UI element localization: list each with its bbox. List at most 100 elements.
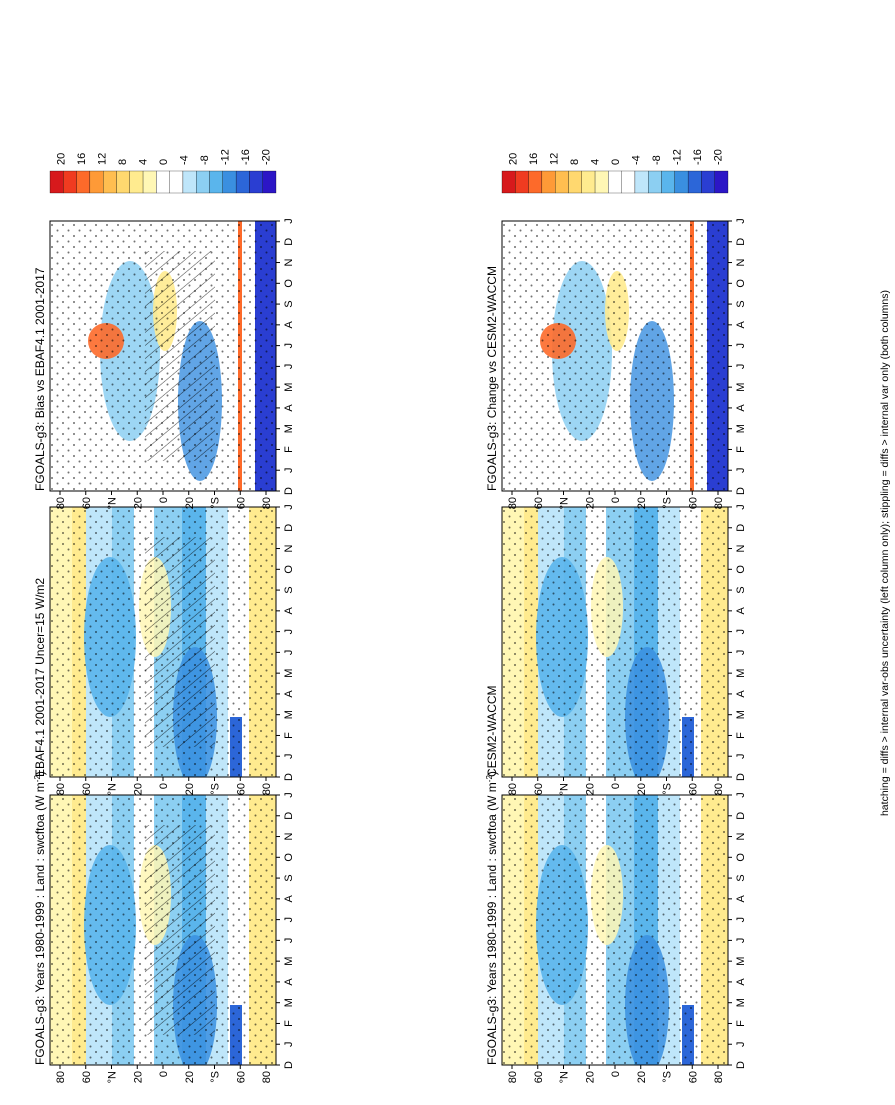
figure-svg: hatching = diffs > internal var-obs unce…: [0, 0, 895, 1105]
month-label: F: [735, 732, 747, 739]
lat-label: °N: [559, 783, 571, 795]
month-label: D: [735, 812, 747, 820]
lat-label: 60: [533, 1071, 545, 1083]
heatmap-field: [50, 221, 276, 491]
lat-label: °S: [210, 497, 222, 509]
colorbar-swatch: [502, 171, 515, 193]
colorbar-label: 20: [55, 153, 67, 165]
heatmap-field: [502, 221, 728, 491]
month-label: A: [735, 607, 747, 615]
month-label: D: [735, 773, 747, 781]
colorbar-swatch: [236, 171, 249, 193]
month-label: O: [735, 853, 747, 862]
colorbar-swatch: [249, 171, 262, 193]
lat-label: 60: [81, 783, 93, 795]
lat-label: °N: [559, 1071, 571, 1083]
colorbar-swatch: [715, 171, 728, 193]
colorbar-swatch: [529, 171, 542, 193]
lat-label: 60: [235, 1071, 247, 1083]
lat-label: 60: [235, 783, 247, 795]
colorbar-label: 0: [610, 159, 622, 165]
month-label: O: [283, 853, 295, 862]
colorbar-label: -20: [713, 149, 725, 165]
month-label: S: [283, 586, 295, 593]
heatmap-field: [50, 507, 276, 787]
month-label: M: [735, 383, 747, 392]
month-label: M: [283, 710, 295, 719]
colorbar-label: -20: [261, 149, 273, 165]
panel-title: EBAF4.1 2001-2017 Uncer=15 W/m2: [33, 578, 47, 777]
month-label: M: [735, 998, 747, 1007]
colorbar-label: 4: [137, 159, 149, 165]
colorbar-swatch: [622, 171, 635, 193]
month-label: A: [735, 978, 747, 986]
lat-label: °S: [210, 1071, 222, 1083]
month-label: J: [735, 343, 747, 349]
month-label: O: [735, 565, 747, 574]
lat-label: °N: [559, 497, 571, 509]
lat-label: 80: [261, 783, 273, 795]
colorbar-label: -4: [631, 155, 643, 165]
lat-label: 0: [158, 1071, 170, 1077]
colorbar-swatch: [555, 171, 568, 193]
lat-label: 80: [55, 497, 67, 509]
lat-label: 20: [184, 1071, 196, 1083]
month-label: J: [735, 218, 747, 224]
month-label: D: [283, 487, 295, 495]
month-label: J: [283, 343, 295, 349]
month-label: M: [735, 957, 747, 966]
month-label: N: [283, 545, 295, 553]
lat-label: 20: [132, 1071, 144, 1083]
panel-title: FGOALS-g3: Years 1980-1999 : Land : swcf…: [33, 771, 48, 1065]
lat-label: 20: [584, 1071, 596, 1083]
colorbar-swatch: [196, 171, 209, 193]
colorbar-swatch: [90, 171, 103, 193]
month-label: J: [735, 364, 747, 370]
lat-label: °N: [107, 783, 119, 795]
month-label: A: [283, 978, 295, 986]
colorbar-swatch: [648, 171, 661, 193]
lat-label: °N: [107, 497, 119, 509]
month-label: D: [735, 1061, 747, 1069]
colorbar-swatch: [63, 171, 76, 193]
heatmap-field: [502, 795, 728, 1075]
month-label: M: [283, 669, 295, 678]
colorbar-swatch: [263, 171, 276, 193]
hatching: [145, 251, 215, 461]
lat-label: 20: [132, 497, 144, 509]
colorbar-label: 4: [589, 159, 601, 165]
lat-label: 20: [636, 497, 648, 509]
colorbar-swatch: [635, 171, 648, 193]
month-label: F: [283, 732, 295, 739]
lat-label: 80: [507, 783, 519, 795]
month-label: F: [735, 1020, 747, 1027]
colorbar: 20 16 12 8 4 0 -4 -8 -12 -16 -20: [502, 149, 728, 193]
month-label: J: [283, 504, 295, 510]
lat-label: 80: [713, 1071, 725, 1083]
colorbar-label: 8: [569, 159, 581, 165]
month-label: D: [283, 238, 295, 246]
month-label: J: [283, 629, 295, 635]
month-label: A: [283, 404, 295, 412]
month-label: J: [283, 792, 295, 798]
panel-title: CESM2-WACCM: [485, 685, 499, 777]
month-label: N: [283, 833, 295, 841]
panel-title: FGOALS-g3: Years 1980-1999 : Land : swcf…: [485, 771, 500, 1065]
colorbar-label: -8: [199, 155, 211, 165]
colorbar-swatch: [130, 171, 143, 193]
month-label: N: [735, 833, 747, 841]
colorbar: 20 16 12 8 4 0 -4 -8 -12 -16 -20: [50, 149, 276, 193]
lat-label: 20: [584, 497, 596, 509]
panel-title: FGOALS-g3: Change vs CESM2-WACCM: [485, 266, 499, 491]
month-label: J: [735, 792, 747, 798]
colorbar-swatch: [103, 171, 116, 193]
lat-label: 80: [507, 1071, 519, 1083]
colorbar-swatch: [210, 171, 223, 193]
lat-label: 80: [55, 1071, 67, 1083]
lat-label: 60: [687, 497, 699, 509]
month-label: M: [283, 383, 295, 392]
colorbar-swatch: [688, 171, 701, 193]
month-label: S: [283, 874, 295, 881]
lat-label: 60: [81, 1071, 93, 1083]
lat-label: 60: [687, 1071, 699, 1083]
